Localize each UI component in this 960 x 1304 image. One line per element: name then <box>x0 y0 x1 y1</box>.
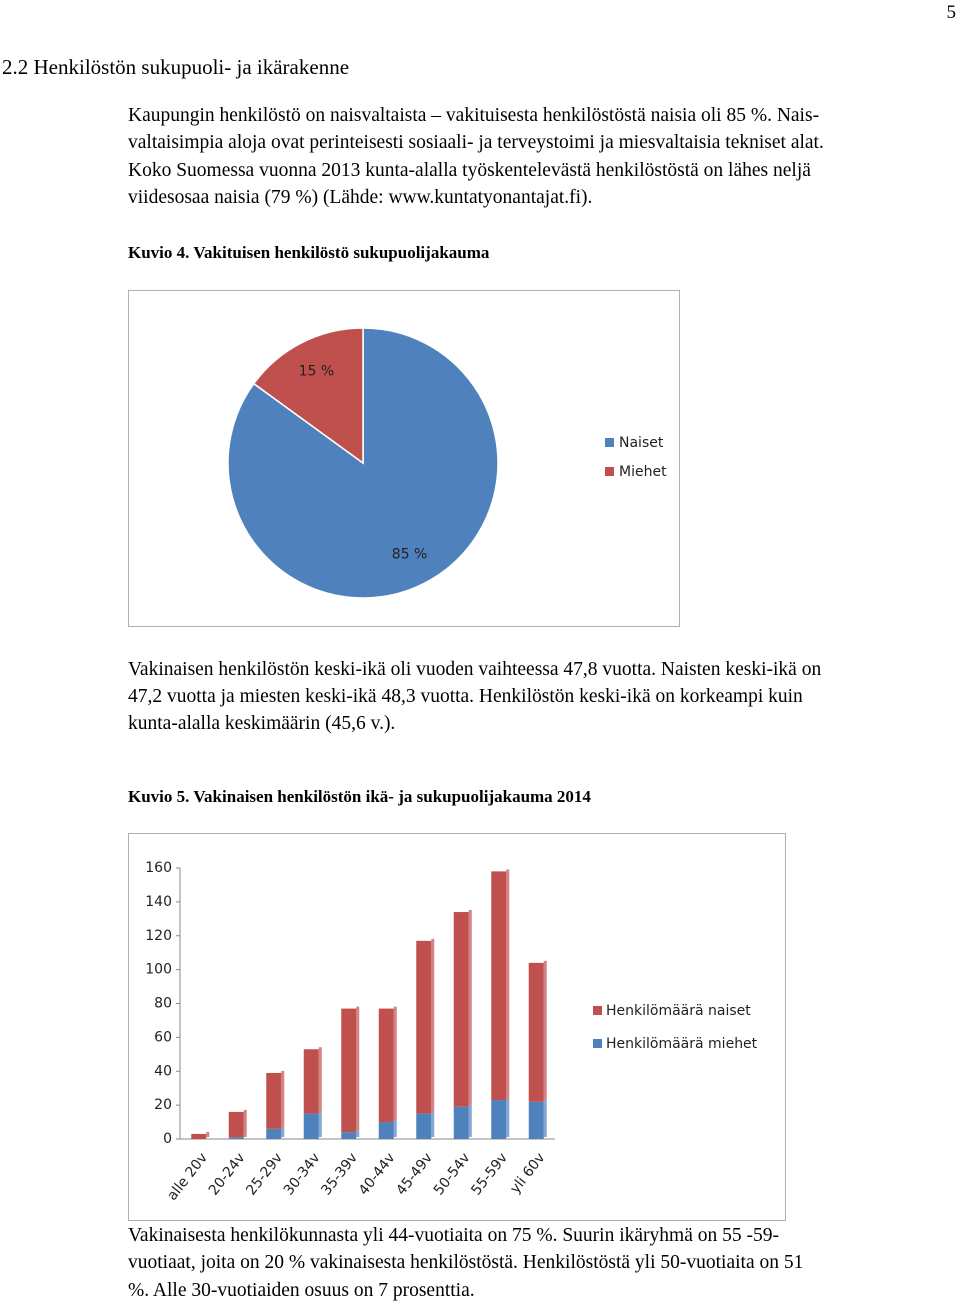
legend-swatch <box>593 1006 602 1015</box>
text-line: %. Alle 30-vuotiaiden osuus on 7 prosent… <box>128 1280 475 1301</box>
bar-segment <box>378 1122 394 1139</box>
bar-segment <box>491 871 507 1101</box>
bar-segment <box>228 1111 244 1138</box>
data-label: 85 % <box>392 546 428 562</box>
bar-segment-side <box>393 1006 397 1121</box>
legend-label: Henkilömäärä miehet <box>606 1036 758 1052</box>
data-label: 15 % <box>299 364 335 380</box>
bar-segment-side <box>468 910 472 1105</box>
bar-segment-side <box>468 1104 472 1137</box>
bar-segment-side <box>243 1109 247 1136</box>
legend-label: Naiset <box>619 435 664 451</box>
bar-segment <box>378 1008 394 1123</box>
bar-segment-side <box>543 960 547 1100</box>
bar-segment-side <box>356 1006 360 1131</box>
legend-swatch <box>605 438 614 447</box>
legend-swatch <box>593 1039 602 1048</box>
bar-segment <box>453 912 469 1107</box>
text-line: Kaupungin henkilöstö on naisvaltaista – … <box>128 105 820 126</box>
legend-swatch <box>605 467 614 476</box>
bar-segment-side <box>543 1099 547 1137</box>
bar-segment <box>266 1128 282 1139</box>
bar-segment <box>266 1072 282 1129</box>
bar-segment-side <box>318 1111 322 1137</box>
bar-segment-side <box>506 869 510 1099</box>
y-tick-label: 120 <box>145 928 172 944</box>
bar-segment <box>528 1101 544 1139</box>
page-number: 5 <box>946 2 957 23</box>
bar-segment <box>303 1113 319 1139</box>
bar-segment <box>453 1106 469 1139</box>
bar-segment-side <box>431 1111 435 1137</box>
bar-segment <box>416 1113 432 1139</box>
bar-segment-side <box>356 1130 360 1137</box>
figure-caption: Kuvio 5. Vakinaisen henkilöstön ikä- ja … <box>128 787 591 806</box>
bar-segment <box>416 940 432 1114</box>
legend-label: Henkilömäärä naiset <box>606 1003 751 1019</box>
bar-segment <box>341 1008 357 1133</box>
text-line: viidesosaa naisia (79 %) (Lähde: www.kun… <box>128 187 593 208</box>
y-tick-label: 60 <box>154 1029 172 1045</box>
text-line: Vakinaisesta henkilökunnasta yli 44-vuot… <box>128 1225 779 1246</box>
text-line: Vakinaisen henkilöstön keski-ikä oli vuo… <box>128 659 822 680</box>
text-line: Koko Suomessa vuonna 2013 kunta-alalla t… <box>128 160 811 181</box>
figure-caption: Kuvio 4. Vakituisen henkilöstö sukupuoli… <box>128 243 490 262</box>
bar-segment-side <box>318 1047 322 1112</box>
heading: 2.2 Henkilöstön sukupuoli- ja ikärakenne <box>2 55 350 79</box>
y-tick-label: 80 <box>154 996 172 1012</box>
y-tick-label: 160 <box>145 860 172 876</box>
y-tick-label: 40 <box>154 1063 172 1079</box>
bar-segment-side <box>281 1126 285 1137</box>
y-tick-label: 0 <box>163 1131 172 1147</box>
bar-segment <box>228 1137 244 1139</box>
bar-segment <box>491 1100 507 1139</box>
y-tick-label: 20 <box>154 1097 172 1113</box>
bar-segment <box>528 962 544 1102</box>
legend-label: Miehet <box>619 464 667 480</box>
pie-slice <box>252 327 364 465</box>
text-line: kunta-alalla keskimäärin (45,6 v.). <box>128 713 396 734</box>
y-tick-label: 100 <box>145 962 172 978</box>
text-line: vuotiaat, joita on 20 % vakinaisesta hen… <box>128 1252 804 1273</box>
bar-segment-side <box>506 1098 510 1137</box>
bar-segment-side <box>243 1135 247 1137</box>
text-line: 47,2 vuotta ja miesten keski-ikä 48,3 vu… <box>128 686 803 707</box>
bar-segment <box>341 1132 357 1139</box>
bar-segment-side <box>431 938 435 1112</box>
text-line: valtaisimpia aloja ovat perinteisesti so… <box>128 132 824 153</box>
bar-segment-side <box>281 1070 285 1127</box>
bar-segment-side <box>206 1131 210 1137</box>
bar-segment <box>191 1133 207 1139</box>
bar-segment-side <box>393 1120 397 1137</box>
bar-segment <box>303 1049 319 1114</box>
y-tick-label: 140 <box>145 894 172 910</box>
